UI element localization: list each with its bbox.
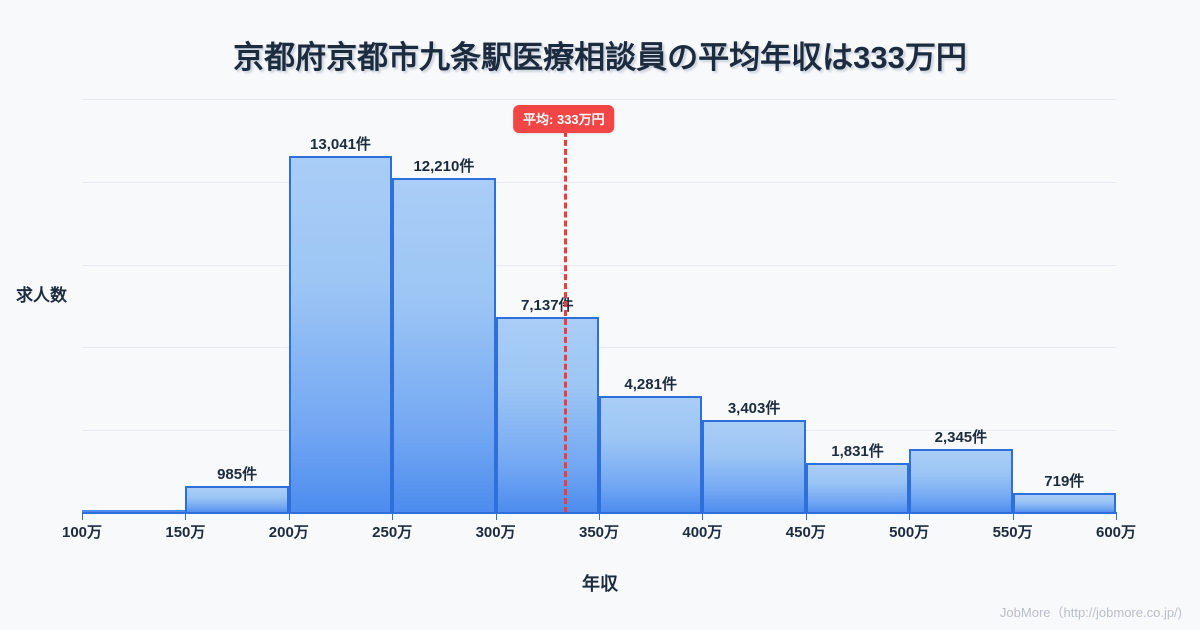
x-axis-tick xyxy=(909,512,911,520)
x-tick-label: 250万 xyxy=(372,524,413,541)
x-tick-label: 400万 xyxy=(682,524,723,541)
bar-value-label: 4,281件 xyxy=(624,375,677,393)
watermark: JobMore（http://jobmore.co.jp/) xyxy=(999,605,1182,620)
x-tick-label: 150万 xyxy=(165,524,206,541)
x-axis-label: 年収 xyxy=(582,574,618,594)
x-tick-label: 500万 xyxy=(889,524,930,541)
histogram-bar xyxy=(82,510,186,513)
x-tick-label: 300万 xyxy=(475,524,516,541)
x-tick-label: 200万 xyxy=(268,524,309,541)
x-axis-tick xyxy=(599,512,600,520)
x-axis-tick xyxy=(702,512,704,520)
y-axis-label: 求人数 xyxy=(16,286,67,305)
gridline xyxy=(82,181,1116,183)
bar-value-label: 3,403件 xyxy=(727,399,781,417)
plot-area: 985件 13,041件 12,210件 7,137件 4,281件 3,403件 1,83… xyxy=(82,99,1116,514)
histogram-bar xyxy=(702,419,806,513)
x-axis-tick xyxy=(495,512,497,520)
gridline xyxy=(82,99,1116,100)
histogram-bar xyxy=(495,317,599,513)
x-tick-label: 100万 xyxy=(61,524,103,541)
histogram-bar xyxy=(288,155,393,513)
histogram-bar xyxy=(1012,493,1116,513)
bar-value-label: 7,137件 xyxy=(521,297,574,315)
histogram-bar xyxy=(599,395,703,513)
x-axis-tick xyxy=(1116,512,1117,520)
bar-value-label: 13,041件 xyxy=(310,135,371,153)
x-axis-tick xyxy=(82,512,83,520)
gridline xyxy=(82,347,1116,349)
x-axis-tick xyxy=(288,512,290,520)
average-line xyxy=(563,113,567,513)
x-axis-tick xyxy=(805,512,807,520)
x-tick-label: 600万 xyxy=(1095,524,1137,541)
gridline xyxy=(82,264,1116,266)
bar-value-label: 985件 xyxy=(217,466,258,483)
histogram-bar xyxy=(909,448,1013,513)
bar-value-label: 719件 xyxy=(1044,473,1085,491)
page-title: 京都府京都市九条駅医療相談員の平均年収は333万円 xyxy=(233,40,967,75)
bar-value-label: 1,831件 xyxy=(831,442,884,460)
histogram-bar xyxy=(392,178,496,513)
x-axis-tick xyxy=(1012,512,1014,520)
bar-value-label: 12,210件 xyxy=(413,158,475,176)
x-axis-tick xyxy=(185,512,187,520)
average-badge: 平均: 333万円 xyxy=(513,105,615,133)
x-tick-label: 550万 xyxy=(992,524,1033,541)
bar-value-label: 2,345件 xyxy=(934,428,988,446)
histogram-bar xyxy=(185,486,289,513)
x-axis-tick xyxy=(392,512,394,520)
x-tick-label: 350万 xyxy=(578,524,620,541)
x-tick-label: 450万 xyxy=(785,524,826,541)
histogram-bar xyxy=(805,462,910,513)
